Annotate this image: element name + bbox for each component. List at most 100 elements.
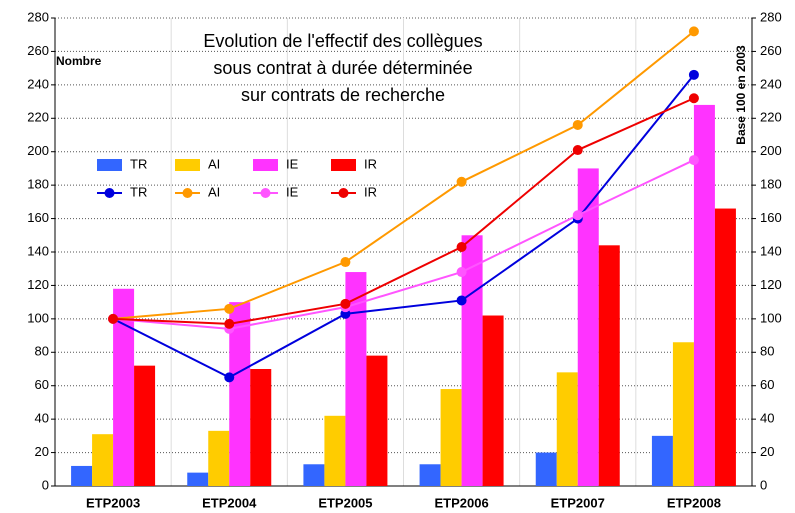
bar (556, 372, 578, 486)
bar (208, 430, 230, 486)
bar (229, 302, 251, 486)
bar (92, 434, 114, 486)
y2-tick-label: 160 (760, 210, 782, 225)
legend-marker (104, 188, 115, 198)
line (113, 97, 695, 325)
legend-label: TR (130, 156, 147, 171)
x-tick-label: ETP2008 (667, 495, 721, 510)
legend-label: IR (364, 184, 377, 199)
x-tick-label: ETP2007 (551, 495, 605, 510)
marker (688, 69, 699, 80)
legend-swatch (253, 159, 278, 171)
y-tick-label: 160 (27, 210, 49, 225)
y-tick-label: 120 (27, 277, 49, 292)
marker (340, 257, 351, 268)
y2-tick-label: 120 (760, 277, 782, 292)
x-tick-label: ETP2005 (318, 495, 372, 510)
bar (303, 464, 325, 486)
bar (187, 472, 209, 486)
chart-title: Evolution de l'effectif des collègues (203, 31, 482, 51)
bar (672, 342, 694, 486)
y-tick-label: 0 (42, 477, 49, 492)
y-tick-label: 140 (27, 243, 49, 258)
y-tick-label: 240 (27, 76, 49, 91)
bar (482, 315, 504, 486)
marker (688, 155, 699, 166)
bar (113, 288, 135, 486)
x-tick-label: ETP2006 (434, 495, 488, 510)
x-tick-label: ETP2003 (86, 495, 140, 510)
y2-tick-label: 60 (760, 377, 774, 392)
y2-tick-label: 100 (760, 310, 782, 325)
legend-swatch (97, 159, 122, 171)
y2-tick-label: 20 (760, 444, 774, 459)
y-tick-label: 180 (27, 177, 49, 192)
marker (224, 372, 235, 383)
legend-marker (338, 188, 349, 198)
marker (108, 313, 119, 324)
legend-marker (182, 188, 193, 198)
y2-axis-label: Base 100 en 2003 (734, 45, 748, 145)
y-tick-label: 80 (35, 344, 49, 359)
marker (224, 303, 235, 314)
y-tick-label: 260 (27, 43, 49, 58)
y2-tick-label: 240 (760, 76, 782, 91)
y-tick-label: 20 (35, 444, 49, 459)
bar (134, 365, 156, 486)
marker (224, 318, 235, 329)
marker (572, 145, 583, 156)
y2-tick-label: 180 (760, 177, 782, 192)
legend-label: IE (286, 156, 299, 171)
marker (340, 298, 351, 309)
y-tick-label: 60 (35, 377, 49, 392)
y-axis-label: Nombre (56, 54, 102, 68)
chart-title: sous contrat à durée déterminée (213, 58, 472, 78)
bar (693, 104, 715, 487)
y-tick-label: 220 (27, 110, 49, 125)
y2-tick-label: 0 (760, 477, 767, 492)
y-tick-label: 280 (27, 9, 49, 24)
legend-label: IR (364, 156, 377, 171)
marker (456, 176, 467, 187)
legend-swatch (331, 159, 356, 171)
legend-label: IE (286, 184, 299, 199)
bar (345, 272, 367, 486)
marker (456, 267, 467, 278)
legend-label: AI (208, 156, 220, 171)
y2-tick-label: 260 (760, 43, 782, 58)
y2-tick-label: 40 (760, 411, 774, 426)
marker (688, 26, 699, 37)
line (112, 30, 695, 320)
bar (577, 168, 599, 486)
bar (651, 435, 673, 486)
legend-marker (260, 188, 271, 198)
marker (572, 210, 583, 221)
line (112, 74, 695, 379)
bar (71, 465, 93, 486)
legend-label: TR (130, 184, 147, 199)
chart-title: sur contrats de recherche (241, 85, 445, 105)
bar (250, 369, 272, 486)
y2-tick-label: 280 (760, 9, 782, 24)
y-tick-label: 100 (27, 310, 49, 325)
line (112, 159, 695, 330)
marker (456, 241, 467, 252)
legend-swatch (175, 159, 200, 171)
y2-tick-label: 140 (760, 243, 782, 258)
x-tick-label: ETP2004 (202, 495, 257, 510)
bar (324, 415, 346, 486)
y-tick-label: 200 (27, 143, 49, 158)
bar (366, 355, 388, 486)
bar (535, 452, 557, 486)
y2-tick-label: 200 (760, 143, 782, 158)
bar (714, 208, 736, 487)
marker (456, 295, 467, 306)
marker (688, 93, 699, 104)
legend-label: AI (208, 184, 220, 199)
y-tick-label: 40 (35, 411, 49, 426)
marker (572, 119, 583, 130)
bar (598, 245, 620, 486)
bar (419, 464, 441, 486)
bar (440, 389, 462, 486)
